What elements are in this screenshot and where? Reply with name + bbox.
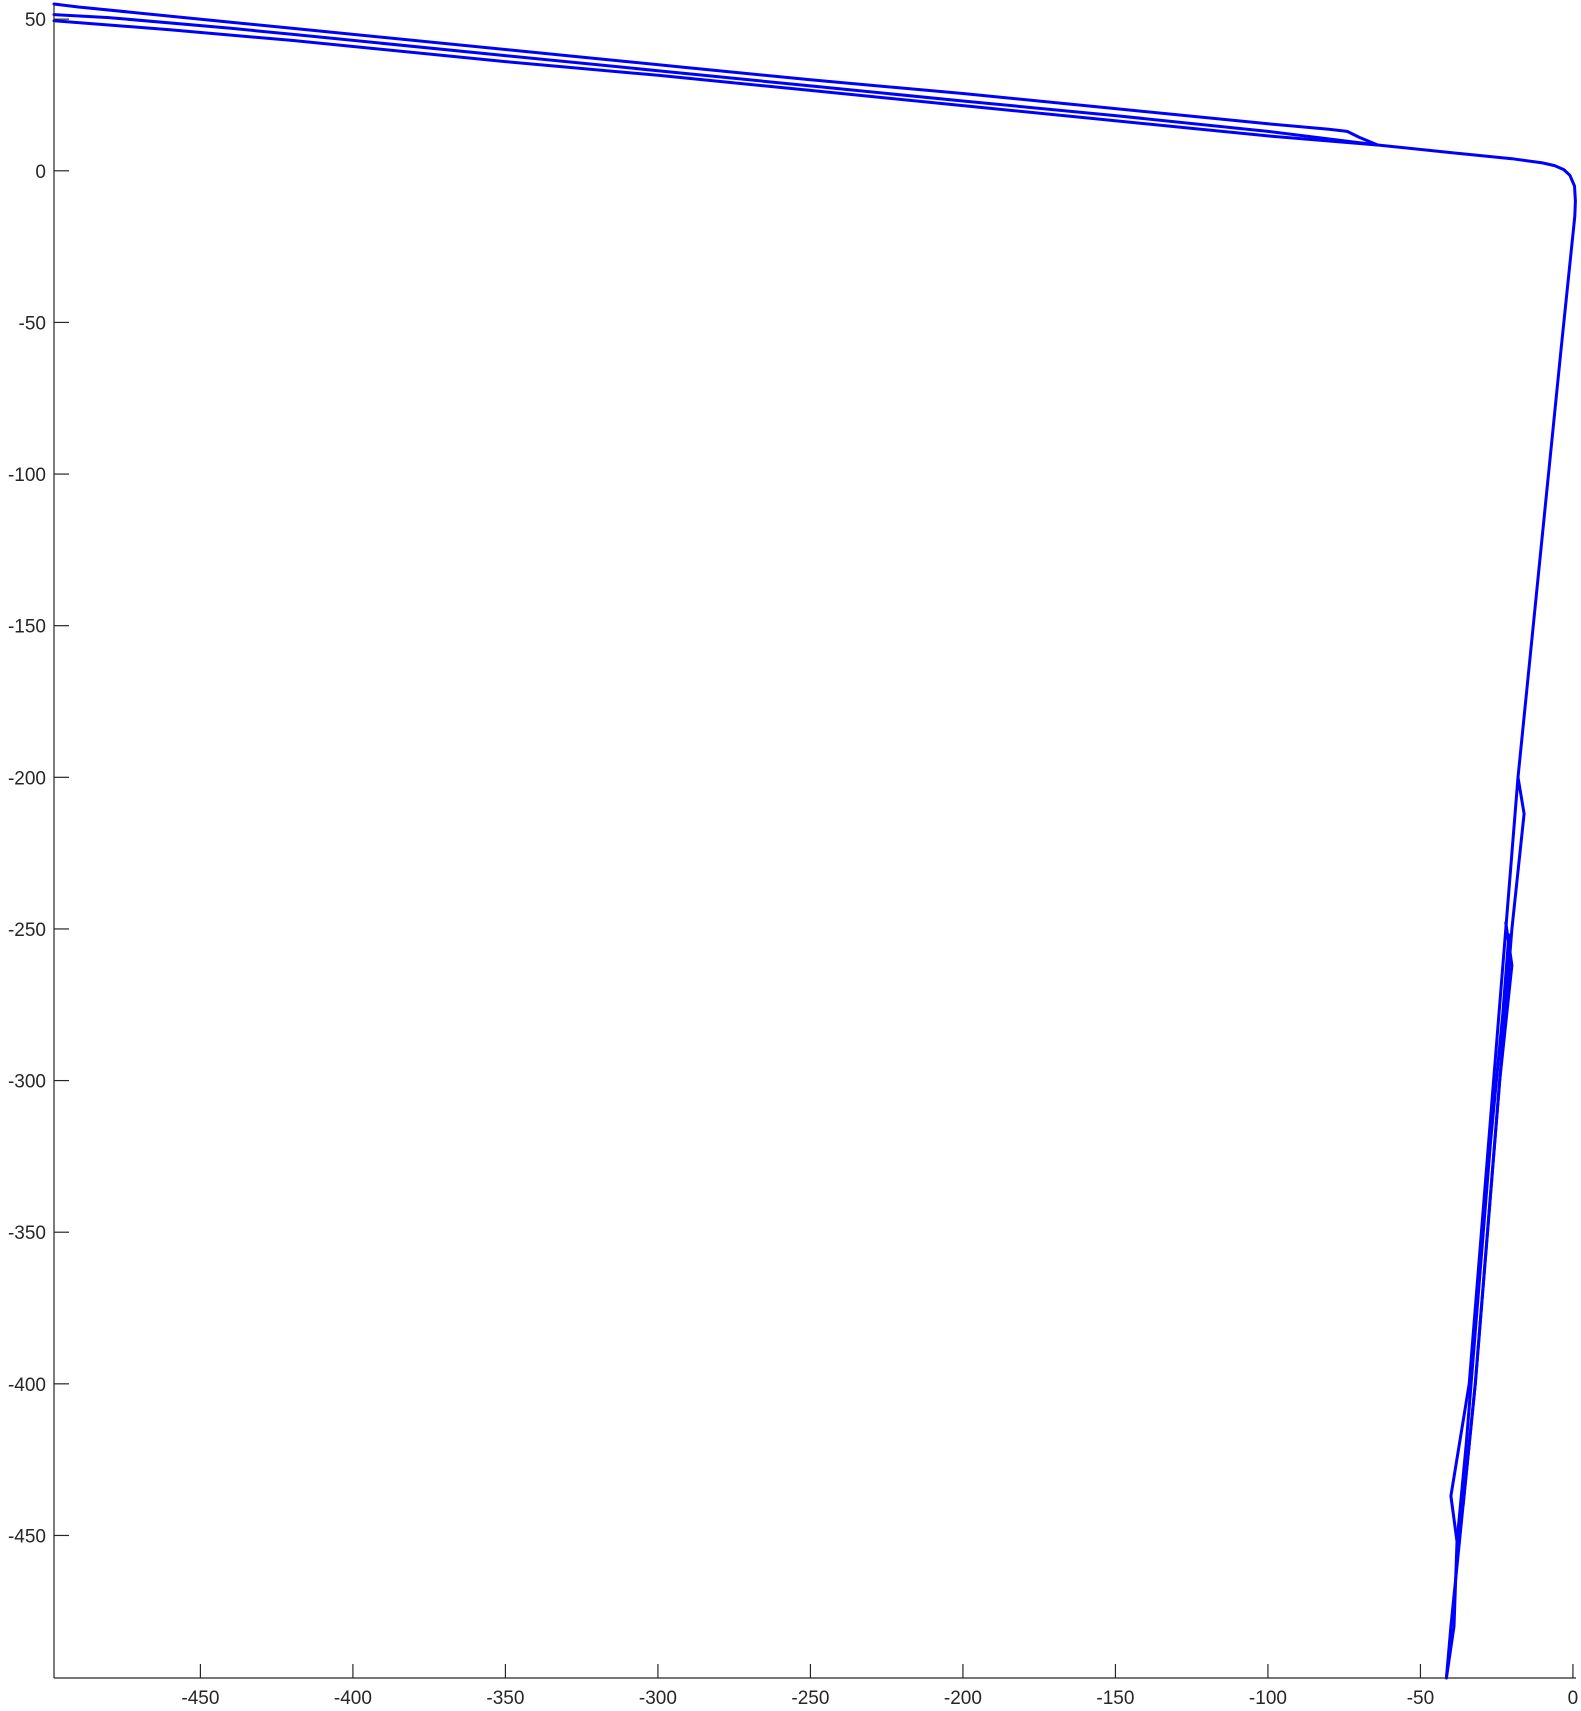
x-tick-label: -100	[1249, 1688, 1287, 1709]
x-tick-label: -300	[639, 1688, 677, 1709]
x-tick-label: -250	[791, 1688, 829, 1709]
y-tick-label: -300	[8, 1072, 46, 1093]
axes	[53, 4, 1576, 1679]
series-line-4	[1444, 775, 1520, 1680]
y-tick-label: 0	[35, 162, 46, 183]
y-tick-label: -150	[8, 617, 46, 638]
y-tick-label: -250	[8, 920, 46, 941]
x-tick-label: -400	[334, 1688, 372, 1709]
x-tick-label: 0	[1568, 1688, 1579, 1709]
series-line-6	[1455, 933, 1511, 1543]
x-ticks: -450 -400 -350 -300 -250 -200 -150 -100 -50 0	[181, 1664, 1578, 1709]
series-line-2	[52, 13, 1380, 147]
x-tick-label: -450	[181, 1688, 219, 1709]
y-tick-label: -350	[8, 1223, 46, 1244]
series-line-5	[1461, 921, 1514, 1507]
y-tick-label: -400	[8, 1375, 46, 1396]
x-tick-label: -150	[1096, 1688, 1134, 1709]
series-layer	[52, 2, 1577, 1680]
series-line-1	[52, 2, 1577, 1680]
x-tick-label: -350	[486, 1688, 524, 1709]
series-line-3	[52, 19, 1380, 147]
y-tick-label: -450	[8, 1526, 46, 1547]
y-tick-label: -200	[8, 768, 46, 789]
x-tick-label: -50	[1407, 1688, 1434, 1709]
y-tick-label: 50	[25, 10, 46, 31]
y-tick-label: -50	[19, 313, 46, 334]
y-tick-label: -100	[8, 465, 46, 486]
y-ticks: 50 0 -50 -100 -150 -200 -250 -300 -350 -400 -450	[8, 10, 69, 1547]
x-tick-label: -200	[944, 1688, 982, 1709]
